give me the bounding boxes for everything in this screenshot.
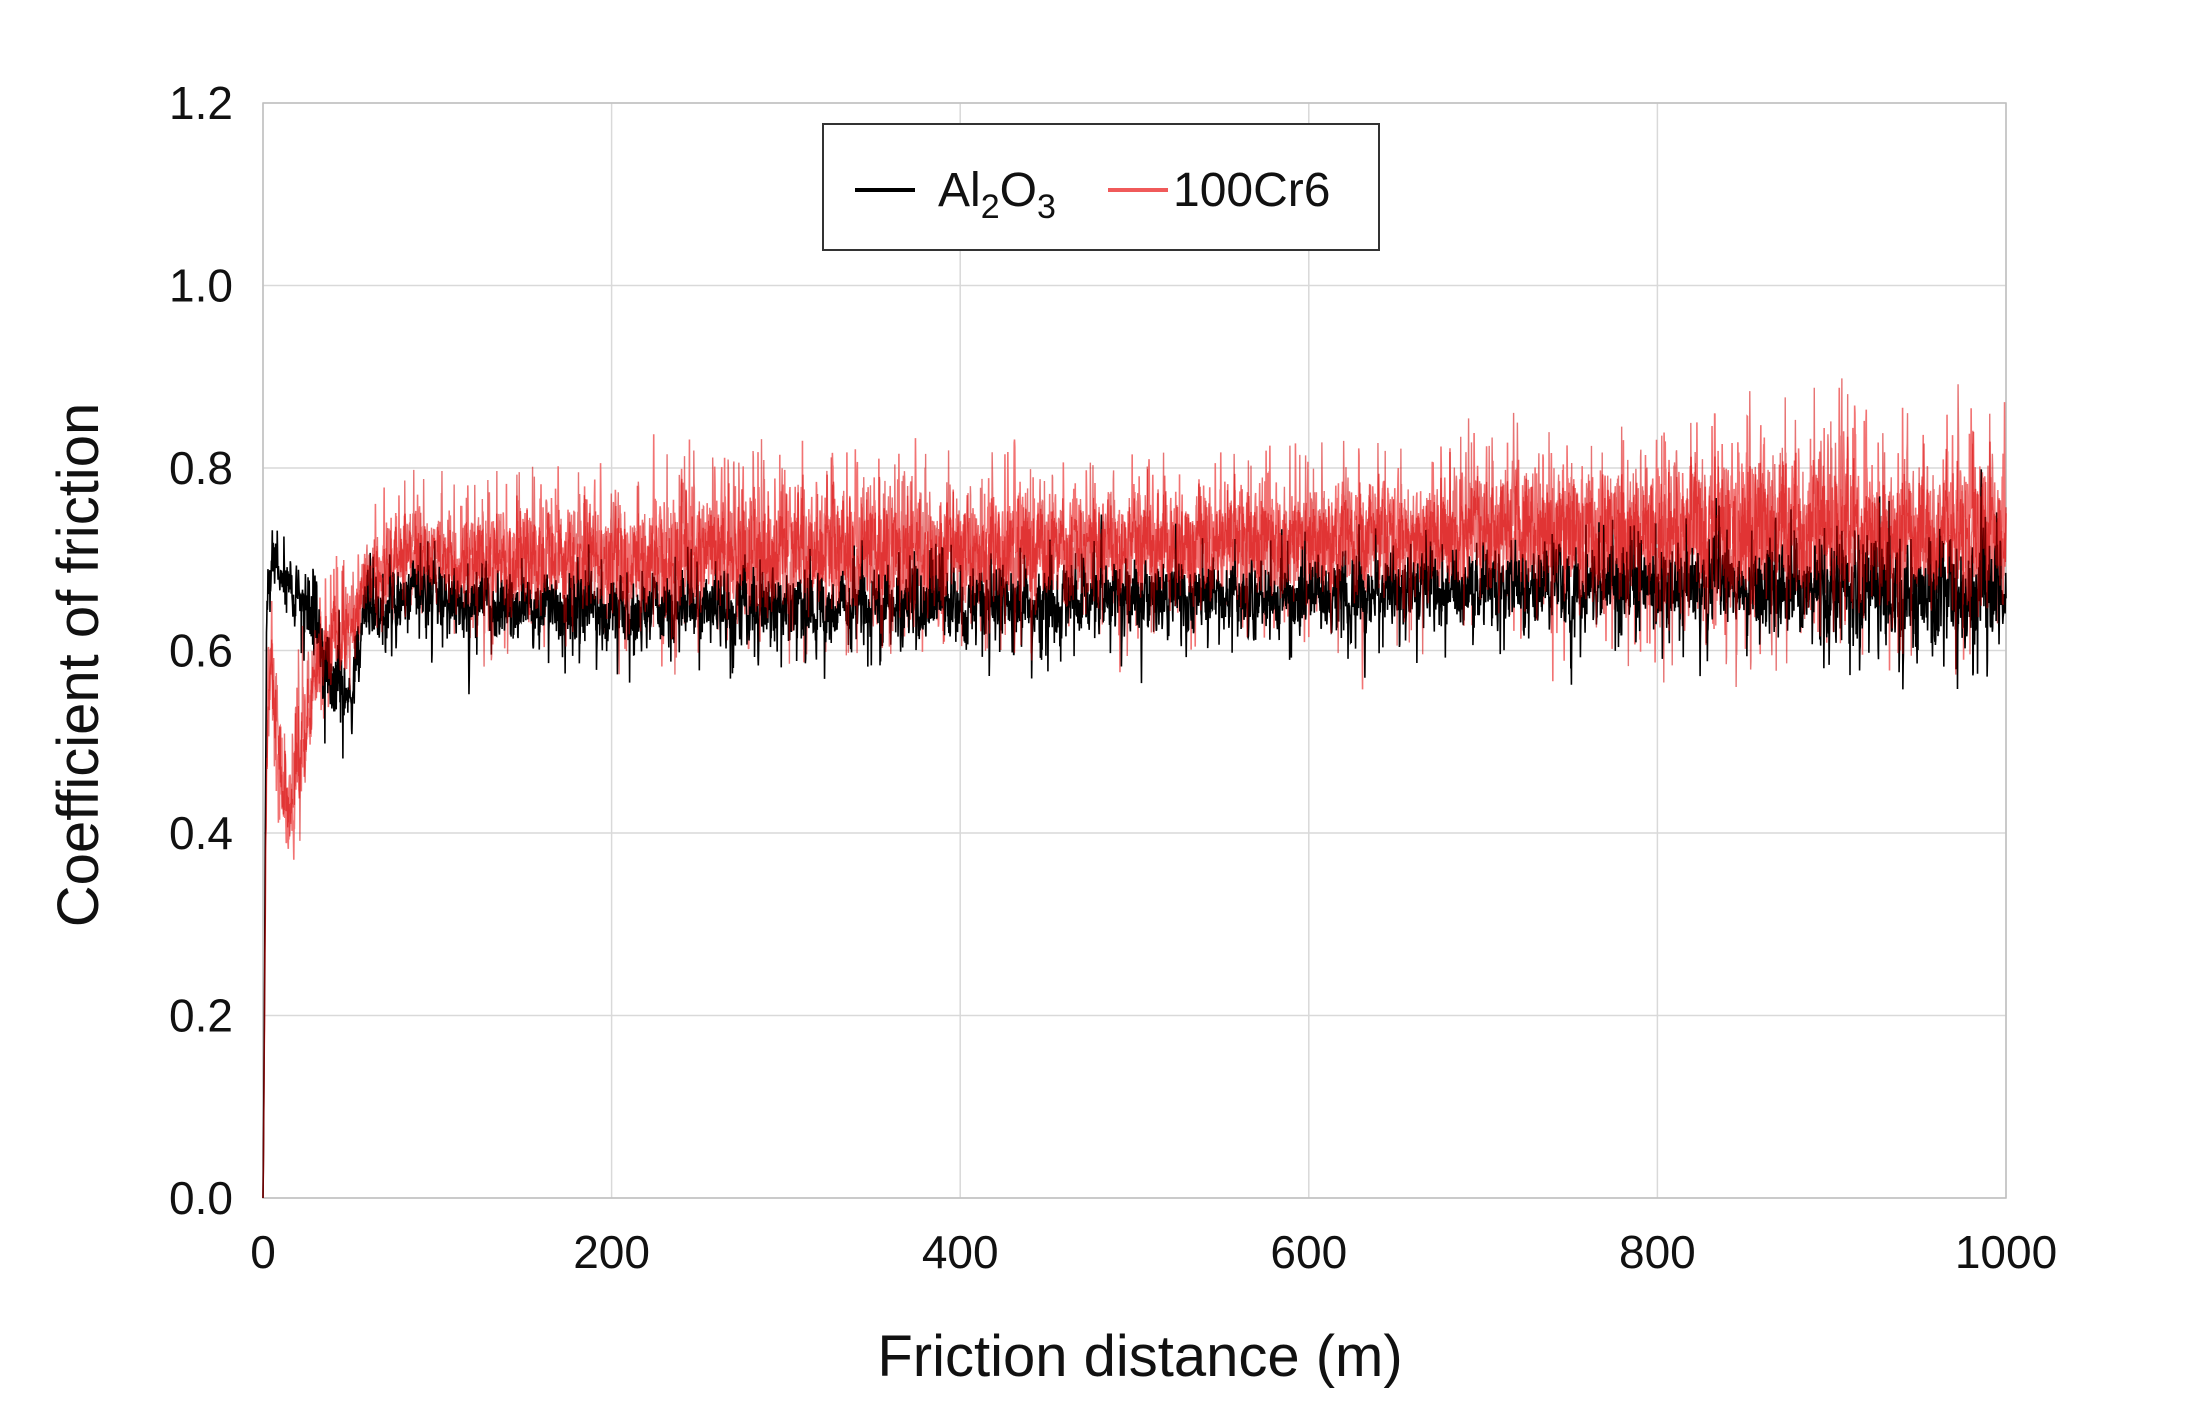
series-layer bbox=[262, 378, 2007, 1199]
legend-box bbox=[822, 123, 1380, 251]
x-tick-label: 200 bbox=[573, 1226, 650, 1278]
legend-label-al2o3: Al2O3 bbox=[938, 164, 1056, 226]
x-tick-label: 1000 bbox=[1955, 1226, 2057, 1278]
x-axis-ticks: 0 200 400 600 800 1000 bbox=[250, 1226, 2057, 1278]
y-axis-title: Coefficient of friction bbox=[46, 403, 111, 927]
legend: Al2O3 100Cr6 bbox=[822, 123, 1380, 251]
x-tick-label: 800 bbox=[1619, 1226, 1696, 1278]
y-tick-label: 1.0 bbox=[169, 260, 233, 312]
series-line-100cr6-overlay bbox=[262, 378, 2007, 1199]
y-axis-ticks: 0.0 0.2 0.4 0.6 0.8 1.0 1.2 bbox=[169, 77, 233, 1224]
plot-border bbox=[262, 102, 2007, 1199]
plot-area bbox=[262, 102, 2007, 1199]
y-tick-label: 0.0 bbox=[169, 1172, 233, 1224]
y-tick-label: 0.8 bbox=[169, 442, 233, 494]
y-tick-label: 0.2 bbox=[169, 990, 233, 1042]
y-tick-label: 0.4 bbox=[169, 807, 233, 859]
legend-label-100cr6: 100Cr6 bbox=[1173, 164, 1330, 217]
x-tick-label: 600 bbox=[1270, 1226, 1347, 1278]
grid bbox=[262, 102, 2007, 1199]
x-tick-label: 400 bbox=[922, 1226, 999, 1278]
y-tick-label: 1.2 bbox=[169, 77, 233, 129]
x-axis-title: Friction distance (m) bbox=[877, 1324, 1402, 1389]
y-tick-label: 0.6 bbox=[169, 625, 233, 677]
x-tick-label: 0 bbox=[250, 1226, 276, 1278]
